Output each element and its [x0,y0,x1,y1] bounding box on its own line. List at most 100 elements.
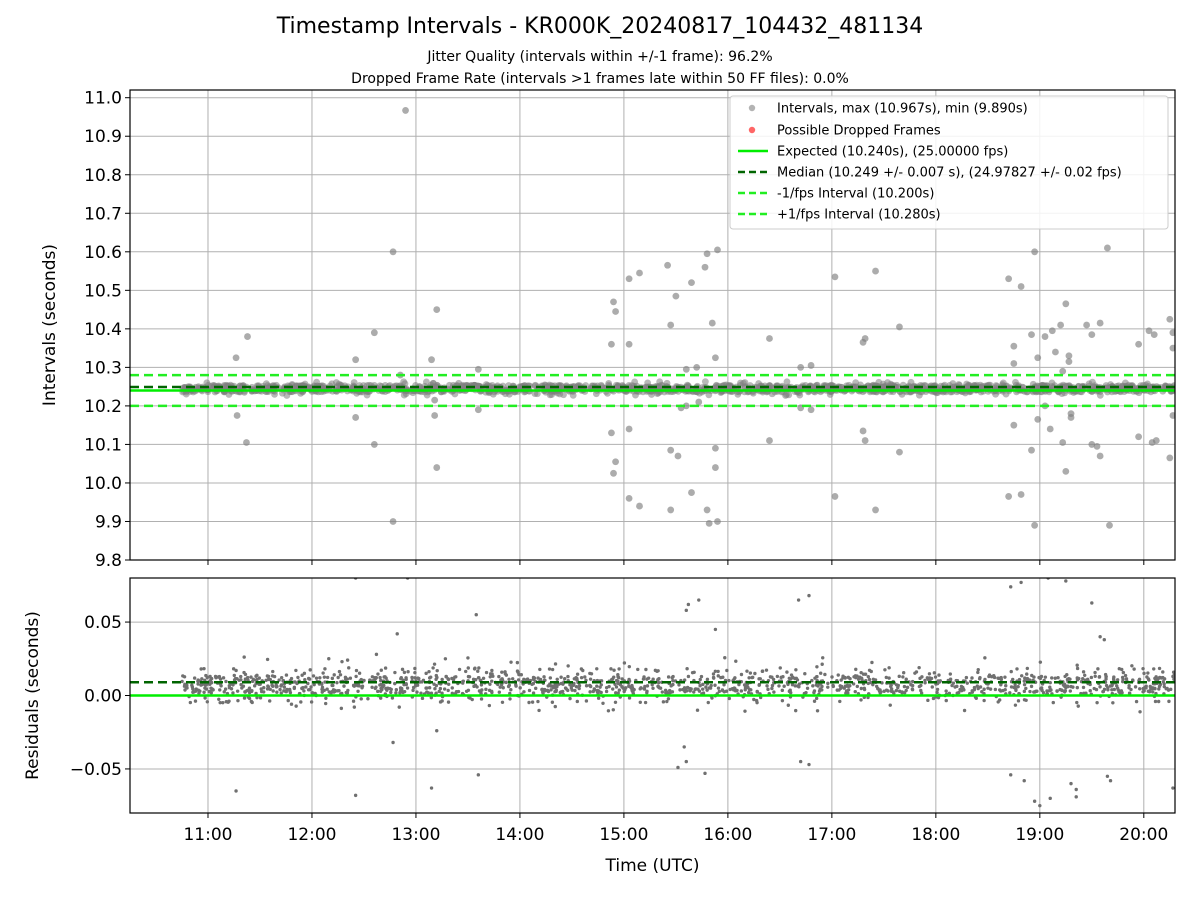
residual-point [1081,670,1086,674]
residual-point [531,691,536,695]
interval-outlier-point [610,298,617,306]
residual-point [944,689,948,693]
interval-outlier-point [1028,331,1035,339]
residual-point [547,667,552,671]
residual-point [473,666,477,670]
residual-point [509,688,513,692]
residual-point [394,687,399,692]
residual-point [323,701,328,706]
residual-point [265,687,270,691]
residual-point [1138,710,1142,714]
residual-point [992,675,997,680]
residual-point [446,700,451,704]
residual-point [531,681,536,686]
residual-point [933,675,938,679]
residual-point [194,689,198,693]
residual-point [905,685,910,690]
residual-point [704,685,708,689]
interval-outlier-point [807,362,815,369]
residual-point [746,685,750,689]
residual-point [413,670,417,675]
residual-point [288,689,292,693]
residual-point [233,676,238,681]
residual-point [589,672,594,676]
legend-entry: Expected (10.240s), (25.00000 fps) [777,145,1008,160]
residual-point [1016,684,1020,689]
residual-point [330,676,335,681]
residual-point [889,683,893,687]
residual-point [1043,675,1048,679]
residual-point [758,677,762,681]
residual-point [789,691,793,695]
residual-point [259,687,263,691]
interval-point [592,390,600,398]
residual-point [596,696,601,700]
residual-point [1065,677,1070,682]
residual-point [397,705,401,709]
residual-point [278,687,282,692]
residual-point [236,698,240,703]
residual-point [749,688,753,692]
residual-point [440,677,444,682]
residual-point [1111,677,1116,681]
interval-outlier-point [695,398,703,406]
residual-point [382,675,386,679]
residual-point [879,690,883,694]
residual-point [858,675,862,679]
residual-point [1101,689,1106,694]
residual-point [859,698,863,702]
residual-point [434,673,439,678]
residual-point [821,656,825,660]
residual-point [855,684,860,689]
interval-point [614,382,622,390]
residual-point [294,668,298,673]
residual-point [534,686,538,691]
residual-point [616,691,620,695]
residual-point [250,700,254,705]
residual-point [747,676,751,680]
residual-point [568,696,572,701]
residual-point [919,691,924,695]
residual-point [457,667,462,672]
interval-outlier-point [831,273,839,281]
residual-point [311,674,316,678]
interval-outlier-point [701,263,709,271]
interval-point [879,380,887,388]
residual-point [631,690,635,694]
residual-point [1142,671,1146,676]
residual-point [466,688,471,692]
residual-point [320,687,324,692]
residual-point [788,688,792,692]
residual-outlier-point [1032,799,1037,803]
interval-point [555,383,563,391]
residual-point [432,682,436,686]
residual-point [848,677,852,681]
residual-point [1012,685,1016,690]
residual-point [711,672,716,676]
residual-point [450,686,454,690]
residual-point [1013,683,1017,687]
residual-point [823,672,827,677]
residual-point [1039,674,1044,679]
residual-point [765,684,769,688]
xtick-label-16:00: 16:00 [703,825,752,845]
residual-point [1065,673,1069,677]
chart-subtitle-jitter: Jitter Quality (intervals within +/-1 fr… [427,49,773,65]
residual-point [727,696,732,701]
residual-point [368,678,372,682]
residual-point [470,697,474,702]
residual-point [255,677,259,682]
residual-point [208,689,212,694]
interval-outlier-point [714,518,721,525]
residual-point [1172,677,1175,681]
residual-point [1009,669,1013,674]
residual-point [239,682,243,687]
residual-point [579,675,584,680]
residual-point [272,674,277,679]
interval-outlier-point [1017,491,1025,498]
top-ytick-label: 10.9 [84,127,122,147]
interval-outlier-point [1062,467,1070,475]
residual-point [268,699,272,703]
residual-point [575,672,580,676]
chart-title: Timestamp Intervals - KR000K_20240817_10… [276,14,924,39]
